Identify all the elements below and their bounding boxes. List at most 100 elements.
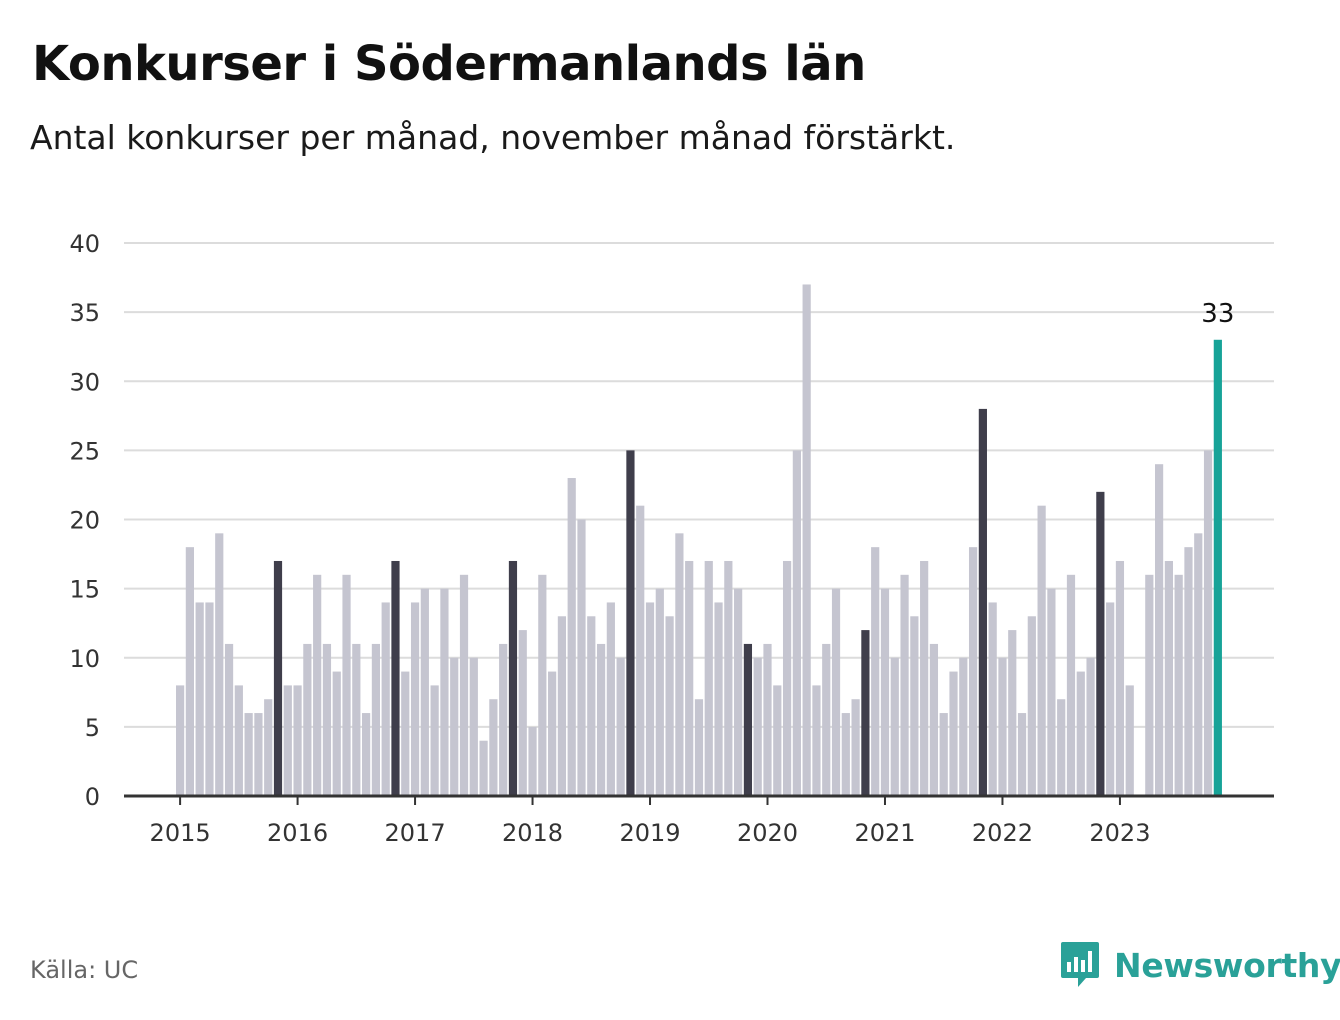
latest-value-label: 33 <box>1201 299 1234 329</box>
x-tick-label: 2017 <box>385 819 446 847</box>
bar <box>1155 464 1164 796</box>
bar <box>352 643 361 796</box>
newsworthy-logo-icon <box>1061 942 1099 987</box>
bar <box>753 657 762 796</box>
bar <box>440 588 449 796</box>
annotations: 33 <box>1201 299 1234 329</box>
bar <box>1027 616 1036 796</box>
bar <box>450 657 459 796</box>
bar <box>929 643 939 796</box>
bar <box>557 616 567 796</box>
bar <box>244 713 253 796</box>
brand-logo: Newsworthy <box>1060 940 1340 990</box>
bar <box>920 560 929 796</box>
bar <box>342 574 351 796</box>
y-axis-ticks: 0 5 10 15 20 25 30 35 40 <box>69 230 100 811</box>
bar <box>694 699 704 796</box>
bar <box>1076 671 1085 796</box>
bar <box>763 643 772 796</box>
bar <box>234 685 243 796</box>
bar <box>587 616 596 796</box>
bar <box>939 713 948 796</box>
bar <box>293 685 302 796</box>
bar <box>459 574 469 796</box>
bar <box>430 685 439 796</box>
x-tick-label: 2015 <box>150 819 211 847</box>
bar <box>1096 491 1105 796</box>
y-tick-label: 25 <box>69 437 100 465</box>
bar <box>812 685 821 796</box>
x-tick-label: 2018 <box>502 819 563 847</box>
bar <box>949 671 958 796</box>
bar <box>636 505 645 796</box>
bar <box>489 699 498 796</box>
y-tick-label: 5 <box>85 714 100 742</box>
bar <box>264 699 273 796</box>
bar <box>1008 630 1017 796</box>
brand-name: Newsworthy <box>1114 945 1340 985</box>
bar <box>978 408 987 796</box>
bar <box>645 602 655 796</box>
bar <box>254 713 263 796</box>
bar <box>1017 713 1027 796</box>
bar <box>655 588 664 796</box>
bar <box>528 726 537 796</box>
bar <box>802 284 811 796</box>
bar <box>518 630 527 796</box>
x-tick-label: 2020 <box>737 819 798 847</box>
bar <box>1145 574 1154 796</box>
bar <box>998 657 1007 796</box>
bar <box>332 671 341 796</box>
bar <box>410 602 420 796</box>
bar <box>508 560 518 796</box>
y-tick-label: 40 <box>69 230 100 258</box>
x-tick-label: 2021 <box>854 819 915 847</box>
x-tick-label: 2016 <box>267 819 328 847</box>
grid-lines <box>124 242 1274 728</box>
y-tick-label: 35 <box>69 299 100 327</box>
y-tick-label: 0 <box>85 783 100 811</box>
bar <box>420 588 429 796</box>
y-tick-label: 10 <box>69 645 100 673</box>
x-tick-label: 2022 <box>972 819 1033 847</box>
bar <box>890 657 899 796</box>
bar <box>851 699 860 796</box>
bar <box>606 602 615 796</box>
bar <box>1037 505 1046 796</box>
bar <box>910 616 919 796</box>
bar <box>322 643 332 796</box>
y-tick-label: 15 <box>69 576 100 604</box>
bar <box>371 643 380 796</box>
y-tick-label: 30 <box>69 368 100 396</box>
bar <box>616 657 625 796</box>
bar <box>391 560 400 796</box>
bar <box>900 574 909 796</box>
bar <box>704 560 713 796</box>
bar <box>1213 339 1222 796</box>
bar <box>1164 560 1173 796</box>
bar <box>626 450 635 796</box>
bar <box>1125 685 1134 796</box>
bar <box>401 671 410 796</box>
bar-chart: 0 5 10 15 20 25 30 35 40 2015 2016 2017 2018 2019 202… <box>69 230 1274 847</box>
bar <box>499 643 508 796</box>
bar <box>469 657 478 796</box>
bar <box>1066 574 1076 796</box>
bar <box>567 478 576 796</box>
bar <box>822 643 831 796</box>
bar <box>1203 450 1213 796</box>
bar <box>773 685 782 796</box>
bar <box>782 560 792 796</box>
bar <box>675 533 684 796</box>
bar <box>538 574 547 796</box>
bar <box>1194 533 1203 796</box>
x-tick-label: 2019 <box>619 819 680 847</box>
bar <box>724 560 733 796</box>
bar <box>792 450 801 796</box>
y-tick-label: 20 <box>69 507 100 535</box>
bar <box>313 574 322 796</box>
bar <box>831 588 841 796</box>
bar <box>685 560 694 796</box>
bar <box>577 519 586 796</box>
bar <box>880 588 890 796</box>
